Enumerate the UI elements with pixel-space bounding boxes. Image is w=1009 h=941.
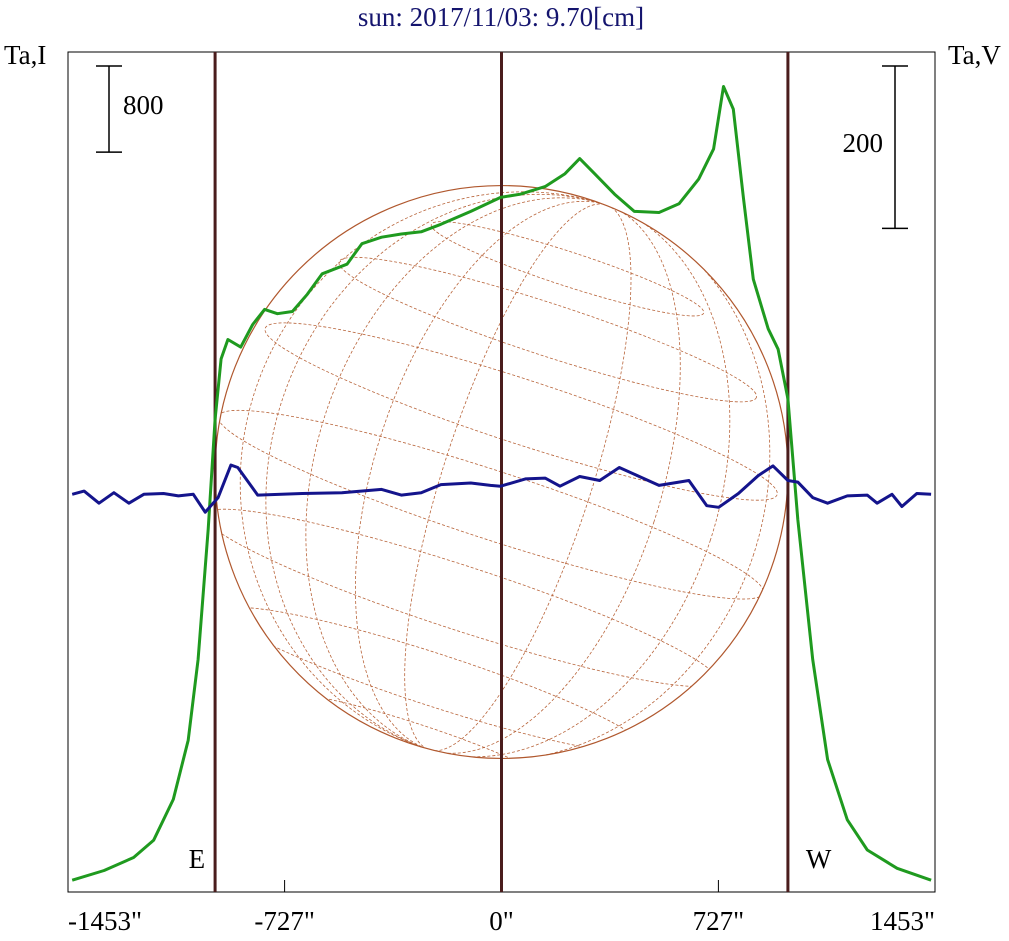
parallel bbox=[338, 256, 757, 403]
y-axis-label: Ta,I bbox=[4, 40, 46, 70]
chart-title: sun: 2017/11/03: 9.70[cm] bbox=[358, 2, 644, 32]
scale-bar-label: 200 bbox=[843, 128, 884, 158]
limb-label: E bbox=[189, 844, 206, 874]
meridian bbox=[404, 203, 632, 752]
x-tick-label: 727" bbox=[693, 906, 745, 936]
x-tick-label: 0" bbox=[489, 906, 514, 936]
series-line bbox=[71, 463, 932, 514]
y2-axis-label: Ta,V bbox=[948, 40, 1001, 70]
x-tick-label: -1453" bbox=[68, 906, 142, 936]
x-tick-label: -727" bbox=[254, 906, 315, 936]
series-line bbox=[71, 85, 932, 882]
x-tick-label: 1453" bbox=[870, 906, 935, 936]
scale-bar-label: 800 bbox=[123, 90, 164, 120]
parallel bbox=[264, 322, 778, 501]
limb-label: W bbox=[806, 844, 832, 874]
parallel bbox=[430, 221, 705, 317]
